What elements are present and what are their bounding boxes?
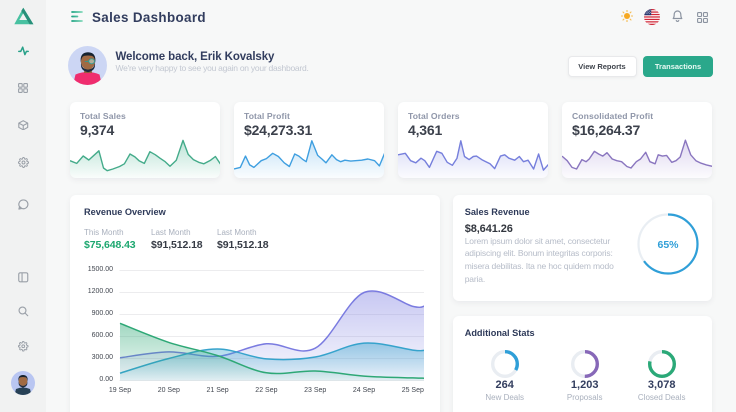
svg-text:65%: 65%: [657, 239, 679, 251]
